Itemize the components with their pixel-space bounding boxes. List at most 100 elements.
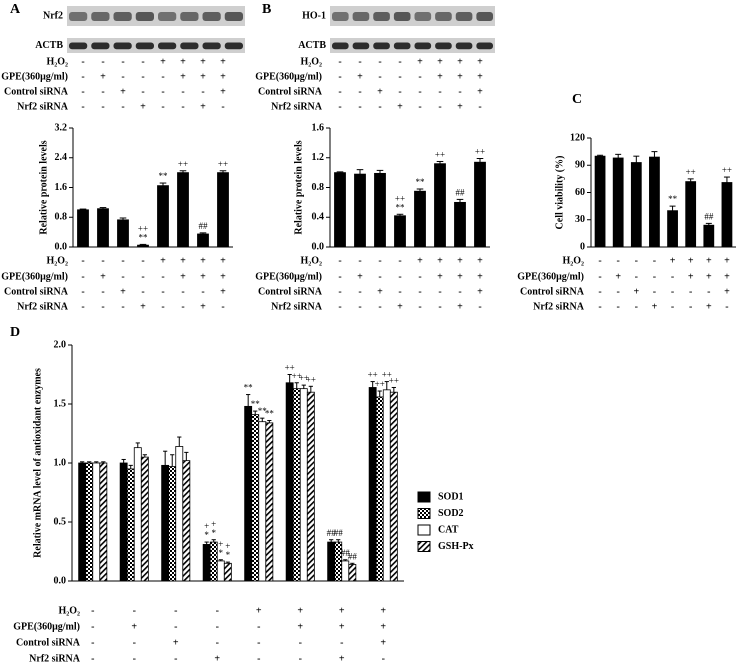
- treatment-sign: -: [358, 101, 361, 112]
- treatment-sign: +: [100, 271, 106, 282]
- treatment-sign: -: [398, 56, 401, 67]
- bar: [374, 172, 386, 248]
- treatment-sign: -: [216, 637, 219, 648]
- treatment-sign: -: [141, 71, 144, 82]
- treatment-sign: -: [398, 286, 401, 297]
- treatment-sign: -: [358, 301, 361, 312]
- treatment-sign: +: [477, 271, 483, 282]
- bar: [177, 172, 189, 248]
- treatment-sign: -: [101, 101, 104, 112]
- treatment-sign: +: [220, 271, 226, 282]
- treatment-sign: -: [598, 255, 601, 266]
- treatment-sign: +: [140, 301, 146, 312]
- blot-band: [332, 42, 349, 50]
- treatment-sign: -: [81, 271, 84, 282]
- treatment-sign: -: [378, 255, 381, 266]
- treatment-sign: +: [380, 605, 386, 616]
- treatment-sign: +: [724, 271, 730, 282]
- treatment-sign: -: [141, 86, 144, 97]
- bar: [182, 460, 191, 582]
- treatment-sign: -: [378, 301, 381, 312]
- y-tick-label: 2.0: [54, 339, 67, 350]
- treatment-sign: +: [120, 86, 126, 97]
- y-tick-label: 0.5: [54, 516, 67, 527]
- treatment-sign: -: [81, 101, 84, 112]
- bar: [703, 224, 715, 248]
- significance-mark: ++: [435, 150, 445, 160]
- blot-strip: [330, 6, 495, 26]
- treatment-label: Control siRNA: [258, 286, 323, 297]
- blot-band: [91, 12, 110, 21]
- treatment-sign: +: [457, 101, 463, 112]
- bar: [721, 182, 733, 248]
- treatment-sign: +: [477, 255, 483, 266]
- treatment-sign: +: [457, 56, 463, 67]
- treatment-sign: -: [617, 255, 620, 266]
- treatment-sign: -: [378, 101, 381, 112]
- treatment-sign: -: [340, 637, 343, 648]
- treatment-sign: -: [398, 71, 401, 82]
- significance-mark: *: [211, 528, 216, 538]
- legend-swatch: [417, 541, 431, 552]
- y-tick-label: 1.6: [312, 122, 325, 133]
- bar: [197, 233, 209, 248]
- blot-band: [476, 42, 493, 50]
- treatment-sign: -: [338, 56, 341, 67]
- y-axis-label: Relative protein levels: [293, 140, 304, 234]
- treatment-sign: -: [101, 255, 104, 266]
- treatment-sign: +: [724, 286, 730, 297]
- blot-band: [69, 12, 88, 21]
- bar: [85, 462, 94, 582]
- significance-mark: *: [219, 548, 224, 558]
- y-tick-label: 0: [580, 241, 585, 252]
- treatment-sign: +: [220, 255, 226, 266]
- treatment-sign: +: [214, 653, 220, 663]
- bar: [382, 389, 391, 582]
- blot-band: [91, 42, 110, 50]
- treatment-sign: -: [358, 255, 361, 266]
- bar: [133, 447, 142, 582]
- bar: [97, 208, 109, 248]
- treatment-sign: -: [653, 271, 656, 282]
- blot-band: [373, 42, 390, 50]
- treatment-sign: -: [338, 255, 341, 266]
- treatment-sign: -: [689, 301, 692, 312]
- treatment-sign: -: [161, 86, 164, 97]
- panel-letter: D: [10, 325, 20, 340]
- treatment-label: H₂O₂: [46, 56, 68, 67]
- bar: [168, 466, 177, 582]
- treatment-sign: -: [458, 86, 461, 97]
- y-tick-label: 30: [575, 214, 585, 225]
- treatment-sign: +: [477, 286, 483, 297]
- y-tick-label: 90: [575, 160, 585, 171]
- treatment-sign: -: [378, 271, 381, 282]
- treatment-sign: -: [438, 301, 441, 312]
- treatment-sign: -: [598, 271, 601, 282]
- treatment-sign: -: [382, 653, 385, 663]
- treatment-sign: +: [688, 271, 694, 282]
- treatment-sign: +: [397, 101, 403, 112]
- treatment-label: GPE(360μg/ml): [1, 271, 68, 282]
- significance-mark: ++: [382, 370, 392, 380]
- treatment-sign: -: [398, 271, 401, 282]
- treatment-label: Nrf2 siRNA: [271, 301, 323, 312]
- treatment-label: H₂O₂: [562, 255, 584, 266]
- treatment-sign: +: [670, 255, 676, 266]
- treatment-label: Control siRNA: [4, 286, 69, 297]
- treatment-sign: +: [200, 101, 206, 112]
- bar: [685, 181, 697, 248]
- treatment-sign: -: [216, 621, 219, 632]
- treatment-sign: -: [181, 301, 184, 312]
- treatment-label: Nrf2 siRNA: [29, 653, 81, 663]
- legend-label: CAT: [438, 524, 459, 535]
- treatment-sign: +: [120, 286, 126, 297]
- bar: [78, 462, 87, 582]
- treatment-sign: -: [438, 101, 441, 112]
- treatment-label: GPE(360μg/ml): [517, 271, 584, 282]
- treatment-sign: +: [397, 301, 403, 312]
- treatment-sign: +: [457, 301, 463, 312]
- treatment-sign: +: [706, 271, 712, 282]
- treatment-sign: -: [91, 621, 94, 632]
- treatment-label: Control siRNA: [258, 86, 323, 97]
- y-tick-label: 1.0: [54, 457, 67, 468]
